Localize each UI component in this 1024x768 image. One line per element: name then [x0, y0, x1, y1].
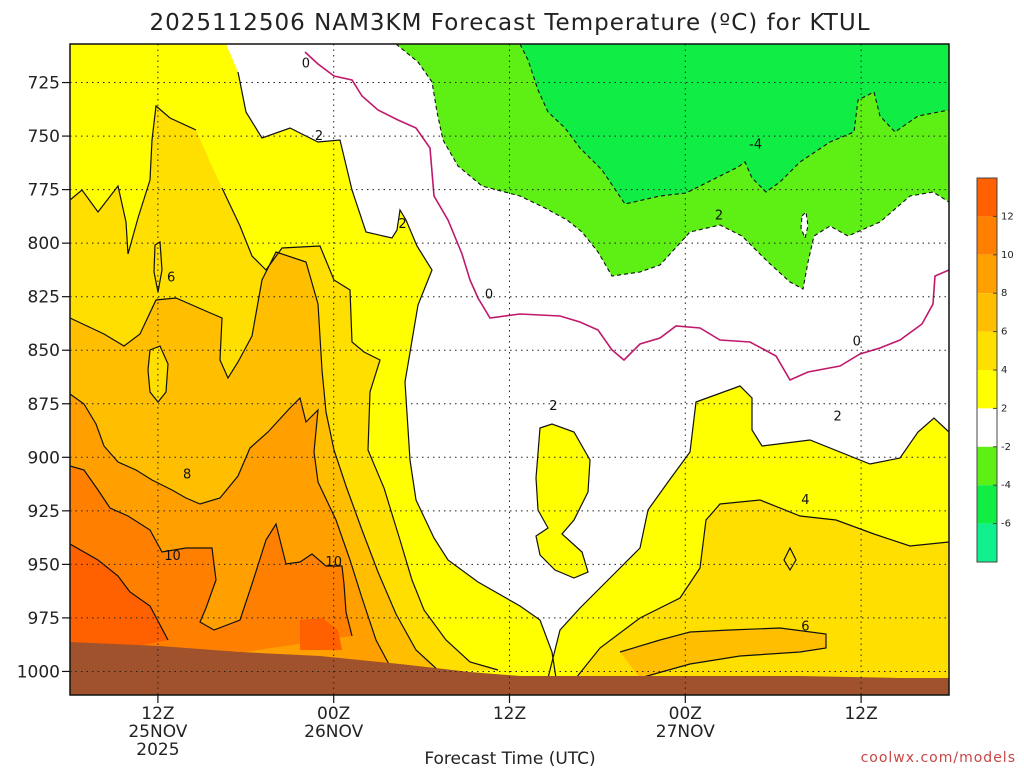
- y-tick-label: 725: [28, 74, 60, 94]
- x-tick-label: 00Z: [317, 704, 350, 724]
- x-tick-label: 12Z: [844, 704, 877, 724]
- contour-label: 0: [485, 288, 493, 303]
- x-tick-label: 12Z: [493, 704, 526, 724]
- contour-small-diamond: [783, 546, 797, 572]
- y-tick-label: 775: [28, 181, 60, 201]
- contour-label: 4: [801, 493, 809, 508]
- legend-label: -4: [1001, 480, 1011, 491]
- x-tick-label: 2025: [136, 740, 179, 760]
- cold-pocket: [801, 212, 808, 238]
- gridlines: [70, 44, 949, 695]
- y-axis: 725 750 775 800 825 850 875 900 925 950 975 1000: [17, 74, 70, 682]
- contour-6: [70, 251, 441, 673]
- contour-minus4: [519, 44, 949, 205]
- x-tick-label: 27NOV: [656, 722, 715, 742]
- legend-swatch: [977, 178, 997, 217]
- contour-label: 10: [164, 549, 181, 564]
- legend-swatch: [977, 446, 997, 486]
- legend-label: -6: [1001, 519, 1011, 530]
- x-axis-label: Forecast Time (UTC): [424, 749, 595, 768]
- y-tick-label: 825: [28, 288, 60, 308]
- legend-swatch: [977, 254, 997, 294]
- zero-degree-line: [304, 51, 949, 382]
- x-tick-label: 26NOV: [304, 722, 363, 742]
- y-tick-label: 1000: [17, 662, 60, 682]
- band-12-to-14: [70, 544, 168, 660]
- band-minus4-to-minus6: [520, 44, 949, 204]
- contour-8: [70, 393, 393, 671]
- band-12-to-14-b: [300, 618, 342, 650]
- y-tick-label: 800: [28, 234, 60, 254]
- x-tick-label: 12Z: [141, 704, 174, 724]
- legend-swatch: [977, 331, 997, 370]
- contour-4-right: [575, 499, 949, 679]
- contour-label: 2: [549, 399, 557, 414]
- contour-label: 8: [183, 467, 191, 482]
- y-tick-label: 900: [28, 448, 60, 468]
- x-tick-label: 00Z: [669, 704, 702, 724]
- contour-label: 6: [801, 619, 809, 634]
- contour-label: 10: [325, 555, 342, 570]
- y-tick-label: 975: [28, 609, 60, 629]
- contour-label: -4: [749, 138, 762, 153]
- credit-text[interactable]: coolwx.com/models: [861, 750, 1016, 766]
- legend-label: 10: [1001, 250, 1014, 261]
- y-tick-label: 750: [28, 127, 60, 147]
- legend-label: -2: [1001, 442, 1011, 453]
- plot-area: 0 2 2 6 8 10 10 0 2 -4 2 0 2 4 6: [70, 44, 949, 695]
- band-2-to-4-island: [536, 424, 590, 578]
- contour-label: 2: [715, 208, 723, 223]
- x-tick-label: 25NOV: [128, 722, 187, 742]
- contour-label: 0: [853, 335, 861, 350]
- contour-minus2-pocket: [800, 210, 809, 240]
- contour-label: 2: [315, 129, 323, 144]
- y-tick-label: 925: [28, 502, 60, 522]
- legend-swatch: [977, 485, 997, 524]
- legend-swatch: [977, 216, 997, 255]
- contour-pocket: [147, 345, 169, 403]
- legend-swatch: [977, 408, 997, 447]
- contour-2-upper: [237, 71, 557, 679]
- contour-2-right: [547, 385, 949, 679]
- contour-minus2: [395, 44, 949, 290]
- y-tick-label: 850: [28, 341, 60, 361]
- negative-contours: [395, 44, 949, 290]
- color-legend: 12 10 8 6 4 2 -2 -4 -6: [976, 177, 1014, 563]
- contour-12: [70, 543, 169, 641]
- contour-labels: 0 2 2 6 8 10 10 0 2 -4 2 0 2 4 6: [164, 56, 861, 634]
- contour-6-right: [619, 627, 827, 679]
- band-4-to-6-right: [576, 500, 949, 678]
- y-tick-label: 950: [28, 555, 60, 575]
- contour-small-pocket: [153, 240, 163, 293]
- legend-swatch: [977, 370, 997, 409]
- surface-ground: [70, 642, 949, 695]
- legend-swatch: [977, 523, 997, 562]
- contour-label: 6: [167, 270, 175, 285]
- contour-2: [70, 104, 197, 255]
- legend-label: 12: [1001, 211, 1014, 222]
- legend-swatch: [977, 293, 997, 332]
- chart-title: 2025112506 NAM3KM Forecast Temperature (…: [149, 10, 870, 36]
- legend-label: 8: [1001, 288, 1007, 299]
- contour-label: 0: [302, 56, 310, 71]
- contour-4: [221, 187, 499, 671]
- contour-label: 2: [834, 410, 842, 425]
- contour-label: 2: [398, 217, 406, 232]
- legend-label: 4: [1001, 365, 1007, 376]
- band-6-to-8-right: [620, 628, 826, 678]
- legend-label: 2: [1001, 403, 1007, 414]
- y-tick-label: 875: [28, 395, 60, 415]
- contour-lines: [70, 71, 949, 679]
- legend-label: 6: [1001, 327, 1007, 338]
- contour-2-island: [535, 423, 591, 579]
